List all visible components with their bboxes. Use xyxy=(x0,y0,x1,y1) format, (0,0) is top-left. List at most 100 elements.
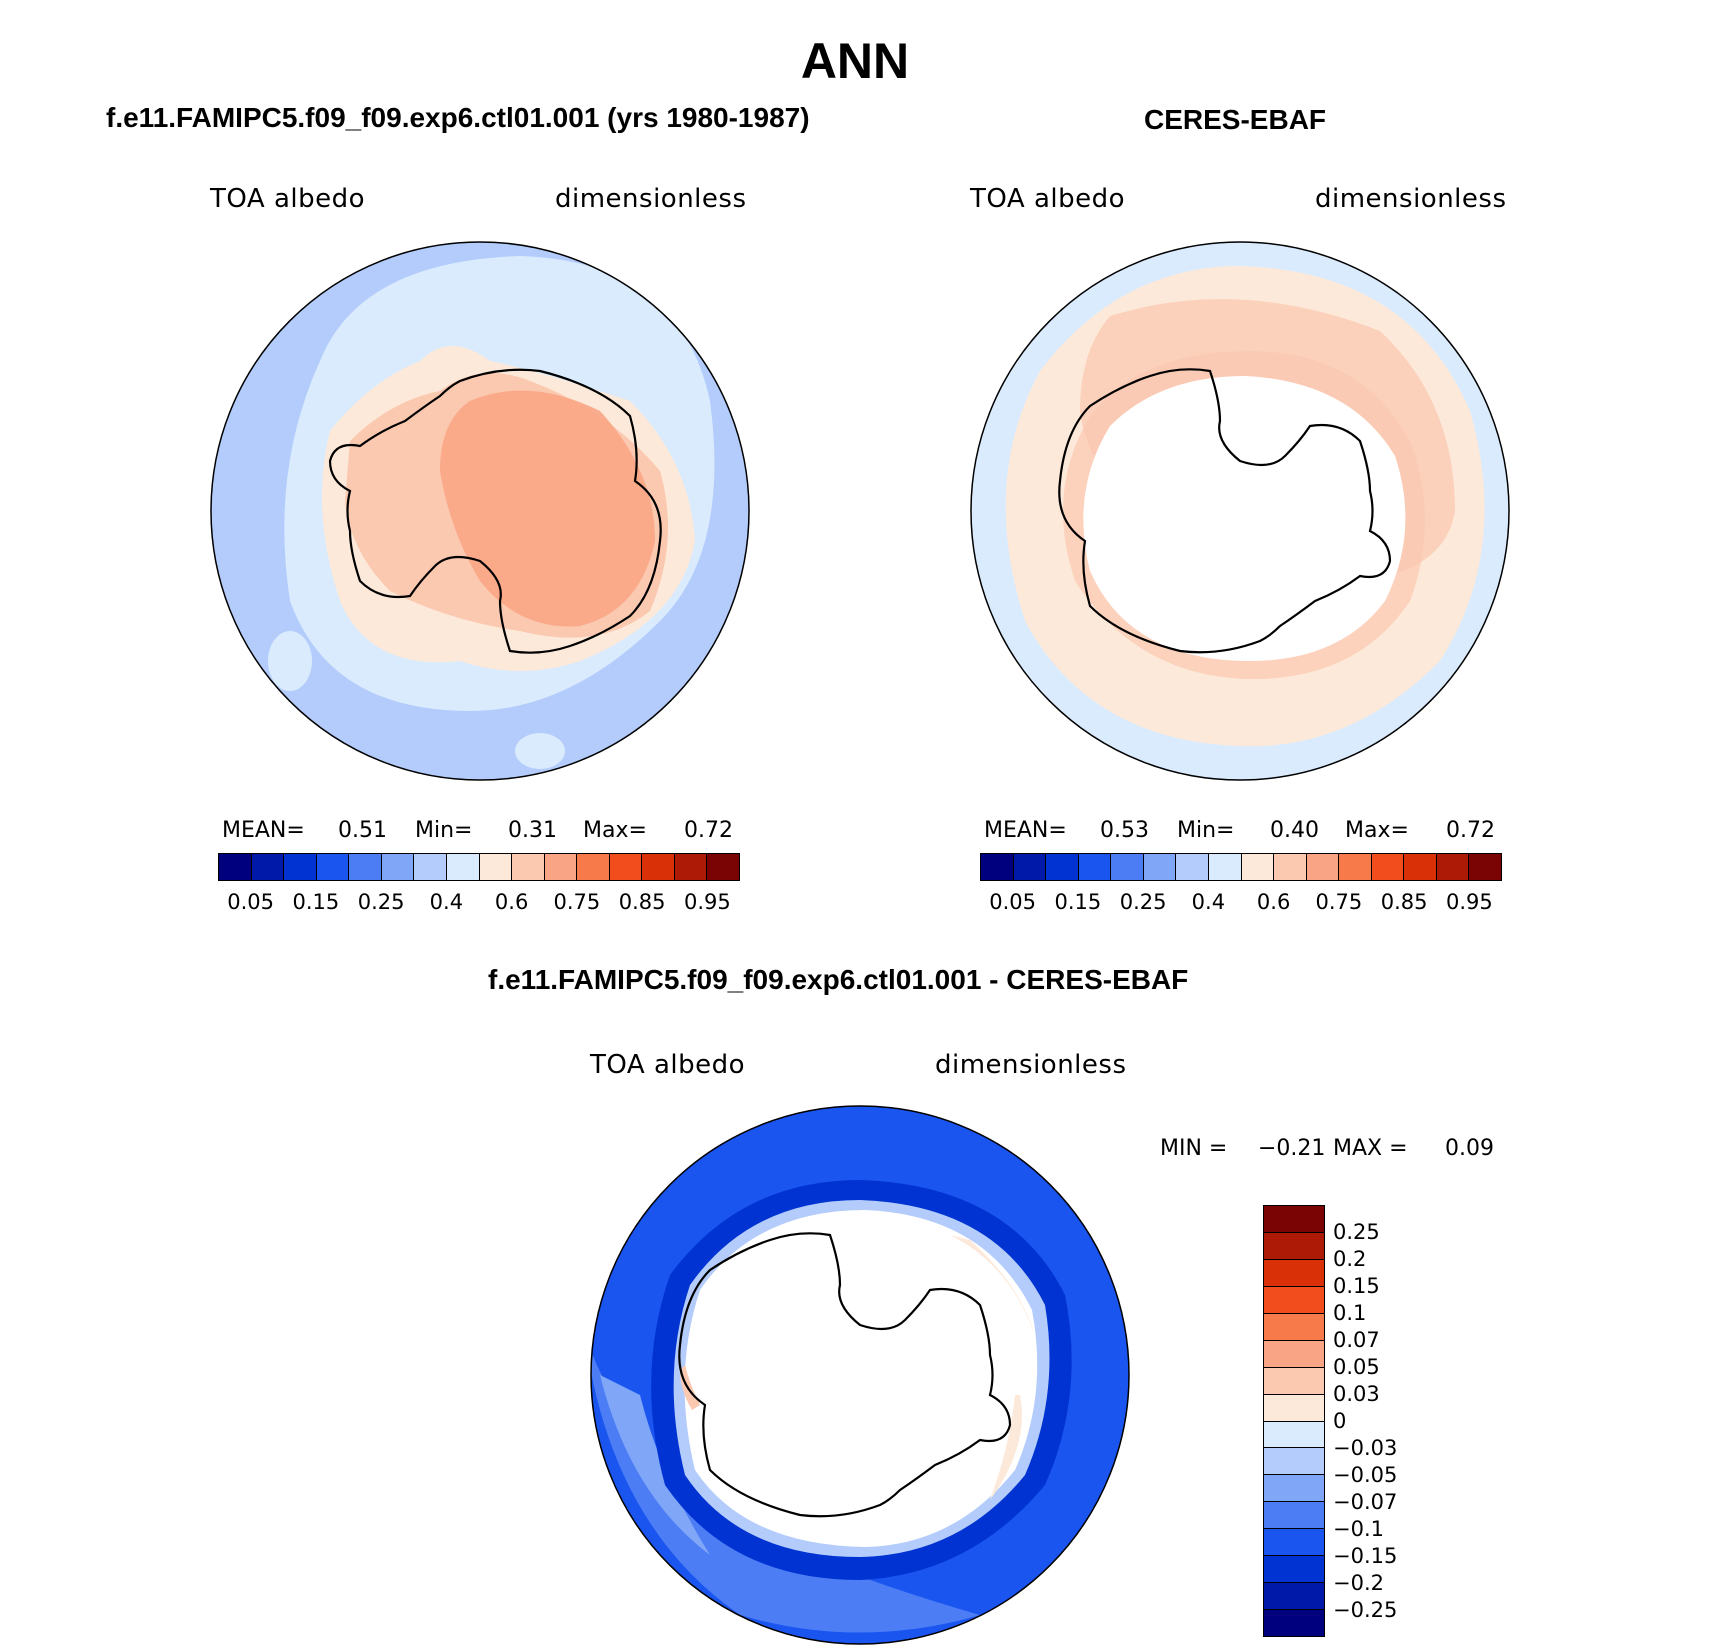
colorbar-box xyxy=(1264,1259,1324,1287)
colorbar-tick-label: 0.05 xyxy=(1333,1355,1380,1379)
model-colorbar-ticks: 0.05 0.15 0.25 0.4 0.6 0.75 0.85 0.95 xyxy=(218,890,740,916)
colorbar-tick-label: 0.4 xyxy=(1191,890,1226,914)
diff-colorbar xyxy=(1263,1205,1325,1637)
colorbar-box xyxy=(1264,1286,1324,1314)
colorbar-box xyxy=(1176,854,1209,880)
obs-min-value: 0.40 xyxy=(1270,818,1319,843)
colorbar-tick-label: 0.85 xyxy=(618,890,666,914)
colorbar-tick-label: 0.05 xyxy=(227,890,275,914)
model-polar-map xyxy=(210,241,750,781)
obs-max-label: Max= xyxy=(1345,818,1409,843)
colorbar-tick-label: 0.95 xyxy=(683,890,731,914)
colorbar-box xyxy=(414,854,447,880)
model-min-label: Min= xyxy=(415,818,473,843)
colorbar-box xyxy=(1264,1421,1324,1449)
colorbar-box xyxy=(1078,854,1112,880)
colorbar-box xyxy=(1264,1367,1324,1395)
colorbar-box xyxy=(1264,1448,1324,1476)
colorbar-box xyxy=(1469,854,1501,880)
colorbar-box xyxy=(1264,1475,1324,1503)
colorbar-box xyxy=(316,854,350,880)
colorbar-tick-label: −0.2 xyxy=(1333,1571,1384,1595)
model-min-value: 0.31 xyxy=(508,818,557,843)
diff-max-label: MAX = xyxy=(1333,1136,1408,1161)
colorbar-tick-label: 0.6 xyxy=(494,890,529,914)
diff-max-value: 0.09 xyxy=(1445,1136,1494,1161)
colorbar-box xyxy=(349,854,382,880)
model-mean-value: 0.51 xyxy=(338,818,387,843)
colorbar-box xyxy=(1306,854,1340,880)
colorbar-tick-label: −0.05 xyxy=(1333,1463,1398,1487)
colorbar-box xyxy=(1013,854,1047,880)
obs-mean-label: MEAN= xyxy=(984,818,1067,843)
colorbar-tick-label: 0.15 xyxy=(1054,890,1102,914)
colorbar-tick-label: 0 xyxy=(1333,1409,1347,1433)
colorbar-box xyxy=(1264,1340,1324,1368)
obs-colorbar-ticks: 0.05 0.15 0.25 0.4 0.6 0.75 0.85 0.95 xyxy=(980,890,1502,916)
colorbar-box xyxy=(642,854,675,880)
colorbar-box xyxy=(1264,1583,1324,1611)
colorbar-box xyxy=(1436,854,1470,880)
colorbar-box xyxy=(1046,854,1079,880)
colorbar-box xyxy=(251,854,285,880)
figure-title: ANN xyxy=(800,33,910,89)
diff-variable-label: TOA albedo xyxy=(590,1050,746,1080)
diff-panel-title: f.e11.FAMIPC5.f09_f09.exp6.ctl01.001 - C… xyxy=(488,964,1189,995)
colorbar-box xyxy=(1264,1610,1324,1636)
colorbar-box xyxy=(1241,854,1275,880)
colorbar-box xyxy=(707,854,739,880)
colorbar-tick-label: 0.2 xyxy=(1333,1247,1367,1271)
colorbar-box xyxy=(1264,1394,1324,1422)
colorbar-tick-label: 0.4 xyxy=(429,890,464,914)
colorbar-box xyxy=(219,854,252,880)
colorbar-box xyxy=(1264,1502,1324,1530)
model-unit-label: dimensionless xyxy=(555,184,747,214)
colorbar-tick-label: 0.95 xyxy=(1445,890,1493,914)
colorbar-box xyxy=(381,854,415,880)
colorbar-tick-label: 0.03 xyxy=(1333,1382,1380,1406)
colorbar-box xyxy=(284,854,317,880)
colorbar-tick-label: 0.1 xyxy=(1333,1301,1367,1325)
obs-panel-title: CERES-EBAF xyxy=(1144,104,1327,135)
diff-min-value: −0.21 xyxy=(1258,1136,1326,1161)
model-mean-label: MEAN= xyxy=(222,818,305,843)
diff-colorbar-ticks: 0.25 0.2 0.15 0.1 0.07 0.05 0.03 0 −0.03 −0.05 −0.… xyxy=(1333,1205,1453,1637)
colorbar-box xyxy=(479,854,513,880)
colorbar-tick-label: 0.25 xyxy=(357,890,405,914)
colorbar-tick-label: 0.25 xyxy=(1119,890,1167,914)
colorbar-tick-label: −0.15 xyxy=(1333,1544,1398,1568)
colorbar-box xyxy=(1339,854,1372,880)
colorbar-tick-label: −0.1 xyxy=(1333,1517,1384,1541)
colorbar-box xyxy=(1143,854,1177,880)
model-panel-title: f.e11.FAMIPC5.f09_f09.exp6.ctl01.001 (yr… xyxy=(106,102,810,133)
colorbar-box xyxy=(1371,854,1405,880)
colorbar-box xyxy=(1264,1556,1324,1584)
colorbar-box xyxy=(1264,1206,1324,1233)
colorbar-tick-label: 0.25 xyxy=(1333,1220,1380,1244)
obs-colorbar xyxy=(980,853,1502,881)
colorbar-tick-label: 0.05 xyxy=(989,890,1037,914)
colorbar-tick-label: −0.07 xyxy=(1333,1490,1398,1514)
model-colorbar xyxy=(218,853,740,881)
colorbar-tick-label: −0.25 xyxy=(1333,1598,1398,1622)
obs-variable-label: TOA albedo xyxy=(970,184,1126,214)
colorbar-box xyxy=(981,854,1014,880)
obs-min-label: Min= xyxy=(1177,818,1235,843)
model-max-value: 0.72 xyxy=(684,818,733,843)
colorbar-box xyxy=(446,854,480,880)
colorbar-box xyxy=(1208,854,1242,880)
colorbar-tick-label: 0.6 xyxy=(1256,890,1291,914)
colorbar-box xyxy=(577,854,610,880)
colorbar-tick-label: 0.75 xyxy=(553,890,601,914)
colorbar-box xyxy=(1404,854,1437,880)
obs-polar-map xyxy=(970,241,1510,781)
colorbar-box xyxy=(1274,854,1307,880)
diff-min-label: MIN = xyxy=(1160,1136,1228,1161)
colorbar-box xyxy=(609,854,643,880)
colorbar-tick-label: 0.85 xyxy=(1380,890,1428,914)
colorbar-box xyxy=(1111,854,1144,880)
model-variable-label: TOA albedo xyxy=(210,184,366,214)
colorbar-box xyxy=(674,854,708,880)
colorbar-tick-label: 0.75 xyxy=(1315,890,1363,914)
colorbar-tick-label: 0.15 xyxy=(1333,1274,1380,1298)
